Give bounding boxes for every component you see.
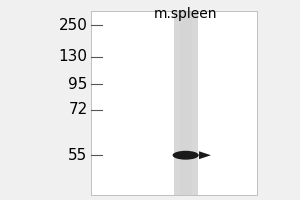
Text: 250: 250 — [59, 18, 88, 33]
Text: m.spleen: m.spleen — [154, 7, 218, 21]
Bar — [91, 11, 257, 195]
Text: 130: 130 — [58, 49, 88, 64]
Bar — [174, 11, 198, 195]
Text: 72: 72 — [68, 102, 88, 117]
Ellipse shape — [172, 151, 199, 160]
Text: 55: 55 — [68, 148, 88, 163]
Bar — [180, 11, 192, 195]
Polygon shape — [199, 151, 211, 159]
Text: 95: 95 — [68, 77, 88, 92]
